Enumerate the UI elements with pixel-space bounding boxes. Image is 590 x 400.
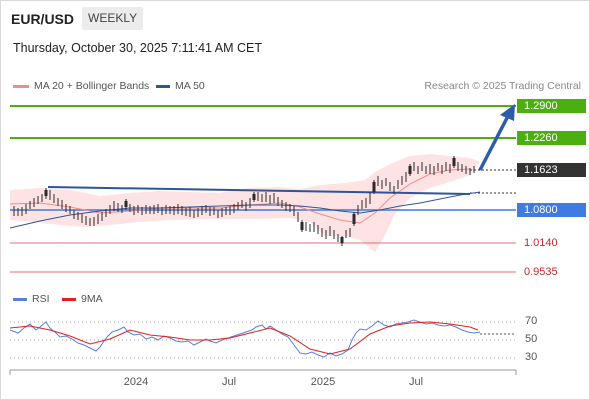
legend-ma50: MA 50 [156, 80, 205, 92]
legend-label: MA 20 + Bollinger Bands [34, 80, 150, 92]
currency-pair-title: EUR/USD [11, 11, 75, 27]
rsi-axis-label: 30 [525, 351, 538, 363]
level-label-1226: 1.2260 [517, 131, 586, 145]
ma20-swatch [13, 84, 29, 88]
candle-bodies [44, 158, 456, 243]
rsi-axis-label: 70 [525, 315, 538, 327]
projection-arrow [478, 104, 515, 171]
trend-line [47, 186, 471, 195]
x-axis-label: Jul [408, 376, 424, 388]
level-label-1290: 1.2900 [517, 99, 586, 113]
x-axis-label: 2025 [310, 376, 336, 388]
9ma-swatch [62, 297, 76, 301]
level-label-1014: 1.0140 [524, 237, 558, 249]
x-axis-label: Jul [221, 376, 237, 388]
legend-rsi: RSI [13, 293, 50, 305]
rsi-swatch [13, 297, 27, 301]
legend-label: RSI [32, 293, 50, 305]
timestamp: Thursday, October 30, 2025 7:11:41 AM CE… [13, 41, 262, 55]
legend-label: MA 50 [175, 80, 205, 92]
rsi-9ma-line [9, 321, 479, 355]
rsi-axis-label: 50 [525, 333, 538, 345]
level-label-current-price: 1.1623 [517, 163, 586, 177]
bollinger-band [10, 154, 480, 252]
level-label-09535: 0.9535 [524, 266, 558, 278]
x-axis-label: 2024 [123, 376, 149, 388]
legend-label: 9MA [81, 293, 103, 305]
rsi-line [9, 319, 481, 358]
copyright-text: Research © 2025 Trading Central [424, 80, 581, 92]
chart-header: EUR/USD WEEKLY [0, 0, 590, 36]
period-selector-button[interactable]: WEEKLY [82, 7, 144, 30]
legend-9ma: 9MA [62, 293, 103, 305]
ma50-swatch [156, 84, 170, 88]
level-label-1080: 1.0800 [517, 203, 586, 217]
legend-ma20-bollinger: MA 20 + Bollinger Bands [13, 80, 149, 92]
